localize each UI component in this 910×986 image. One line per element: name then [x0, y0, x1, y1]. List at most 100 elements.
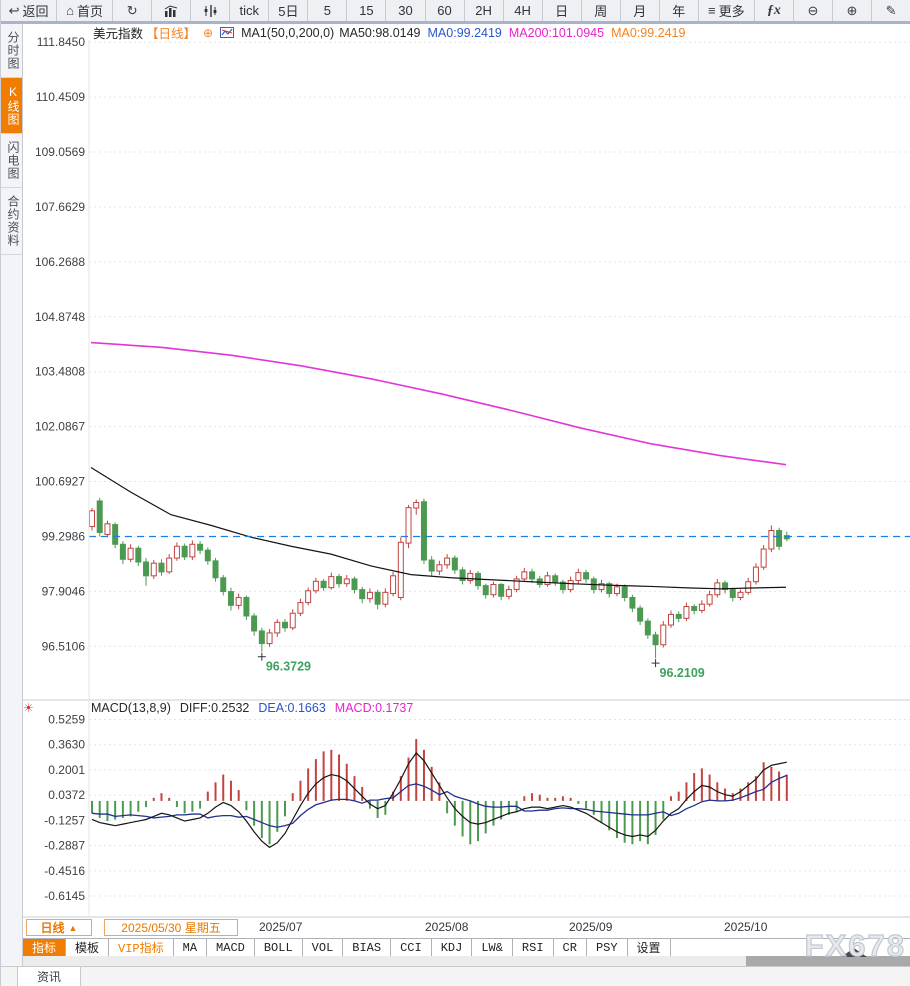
period-month-button[interactable]: 月 — [621, 0, 660, 21]
svg-text:0.2001: 0.2001 — [48, 763, 85, 777]
tab-vip-indicator[interactable]: VIP指标 — [109, 939, 174, 956]
period-year-button[interactable]: 年 — [660, 0, 699, 21]
scrollbar-thumb[interactable] — [746, 956, 910, 966]
tab-cci[interactable]: CCI — [391, 939, 432, 956]
tab-bias[interactable]: BIAS — [343, 939, 392, 956]
refresh-button[interactable]: ↻ — [113, 0, 153, 21]
svg-text:0.5259: 0.5259 — [48, 713, 85, 727]
home-icon: ⌂ — [66, 3, 75, 18]
tab-macd[interactable]: MACD — [207, 939, 255, 956]
tab-template[interactable]: 模板 — [66, 939, 110, 956]
period-5day-button[interactable]: 5日 — [269, 0, 309, 21]
period-tick-button[interactable]: tick — [230, 0, 270, 21]
period-60-button[interactable]: 60 — [426, 0, 465, 21]
pencil-icon: ✎ — [885, 3, 897, 18]
toolbar: ↩ 返回 ⌂ 首页 ↻ tick 5日 5 15 30 60 2H 4H 日周 月年 ≡ 更多 ƒx ⊖ ⊕ ✎ — [1, 0, 910, 24]
gridlines — [89, 41, 910, 897]
ma50-value: MA50:98.0149 — [339, 25, 421, 40]
watermark: FX678 — [804, 927, 906, 963]
panel-resize-handle[interactable] — [841, 948, 867, 957]
period-5-button-label: 5 — [323, 3, 331, 18]
macd-layer — [91, 738, 788, 849]
period-selector[interactable]: 日线 ▲ — [26, 919, 92, 936]
more-button-label: 更多 — [718, 4, 745, 19]
tab-boll[interactable]: BOLL — [255, 939, 303, 956]
tab-rsi[interactable]: RSI — [513, 939, 554, 956]
svg-text:96.3729: 96.3729 — [266, 660, 311, 674]
ma-params-label: MA1(50,0,200,0) — [241, 25, 335, 40]
add-indicator-icon[interactable]: ⊕ — [203, 25, 214, 40]
macd-diff-value: DIFF:0.2532 — [179, 701, 250, 715]
macd-legend: MACD(13,8,9) DIFF:0.2532 DEA:0.1663 MACD… — [91, 701, 413, 715]
indicator-settings-icon[interactable]: ☀ — [23, 701, 34, 715]
tab-kdj[interactable]: KDJ — [432, 939, 473, 956]
period-30-button-label: 30 — [398, 3, 413, 18]
period-5-button[interactable]: 5 — [308, 0, 348, 21]
tab-ma[interactable]: MA — [174, 939, 208, 956]
indicator-tab-bar: 指标 模板 VIP指标 MA MACD BOLL VOL BIAS CCI KDJ LW& RSI CR… — [23, 938, 910, 957]
period-month-button-label: 月 — [633, 4, 647, 19]
svg-text:0.3630: 0.3630 — [48, 738, 85, 752]
sidebar-item-lightning[interactable]: 闪电图 — [1, 134, 22, 188]
tab-vol[interactable]: VOL — [303, 939, 344, 956]
fx-icon: ƒx — [766, 2, 781, 18]
period-week-button[interactable]: 周 — [582, 0, 621, 21]
tab-indicator[interactable]: 指标 — [23, 939, 67, 956]
svg-text:96.5106: 96.5106 — [42, 639, 86, 653]
svg-text:-0.4516: -0.4516 — [44, 864, 85, 878]
svg-text:110.4509: 110.4509 — [36, 90, 85, 104]
trend-chart-icon — [164, 4, 177, 17]
svg-text:106.2688: 106.2688 — [35, 255, 85, 269]
tab-cr[interactable]: CR — [554, 939, 587, 956]
svg-text:-0.6145: -0.6145 — [44, 889, 85, 903]
zoom-out-icon: ⊖ — [807, 3, 819, 18]
sidebar-item-contract[interactable]: 合约资料 — [1, 188, 22, 255]
back-button[interactable]: ↩ 返回 — [1, 0, 58, 21]
start-date-label: 2025/05/30 星期五 — [104, 919, 238, 936]
svg-text:97.9046: 97.9046 — [42, 584, 86, 598]
volume-chart-button[interactable] — [191, 0, 231, 21]
horizontal-scrollbar[interactable] — [23, 956, 910, 966]
more-button[interactable]: ≡ 更多 — [699, 0, 755, 21]
svg-text:103.4808: 103.4808 — [35, 365, 85, 379]
period-tick-button-label: tick — [239, 3, 260, 18]
ma200-value: MA200:101.0945 — [508, 25, 605, 40]
trend-chart-button[interactable] — [152, 0, 192, 21]
zoom-out-button[interactable]: ⊖ — [794, 0, 833, 21]
sidebar-item-kline[interactable]: K线图 — [1, 78, 22, 134]
svg-text:102.0867: 102.0867 — [35, 420, 85, 434]
tab-lw[interactable]: LW& — [472, 939, 513, 956]
tab-settings[interactable]: 设置 — [628, 939, 671, 956]
indicator-fx-button[interactable]: ƒx — [755, 0, 794, 21]
x-axis-row: 日线 ▲ 2025/05/30 星期五 2025/07 2025/08 2025/0… — [23, 918, 910, 938]
period-2h-button[interactable]: 2H — [465, 0, 504, 21]
period-15-button[interactable]: 15 — [347, 0, 387, 21]
tab-psy[interactable]: PSY — [587, 939, 628, 956]
month-label: 2025/09 — [569, 920, 613, 934]
svg-text:107.6629: 107.6629 — [35, 200, 85, 214]
period-selector-label: 日线 — [40, 921, 65, 935]
draw-button[interactable]: ✎ — [872, 0, 910, 21]
svg-text:100.6927: 100.6927 — [35, 475, 85, 489]
refresh-icon: ↻ — [126, 3, 138, 18]
mini-chart-icon[interactable] — [220, 27, 235, 38]
home-button[interactable]: ⌂ 首页 — [57, 0, 114, 21]
month-label: 2025/10 — [724, 920, 768, 934]
period-week-button-label: 周 — [594, 4, 608, 19]
triangle-up-icon: ▲ — [68, 922, 78, 933]
zoom-in-button[interactable]: ⊕ — [833, 0, 873, 21]
ma0-orange-value: MA0:99.2419 — [611, 25, 686, 40]
price-legend: 美元指数 【日线】 ⊕ MA1(50,0,200,0) MA50:98.0149… — [93, 25, 686, 42]
period-2h-button-label: 2H — [475, 3, 492, 18]
period-60-button-label: 60 — [437, 3, 452, 18]
period-4h-button[interactable]: 4H — [504, 0, 543, 21]
news-tab[interactable]: 资讯 — [17, 967, 81, 986]
period-day-button[interactable]: 日 — [543, 0, 582, 21]
candles-layer — [89, 497, 790, 659]
period-30-button[interactable]: 30 — [386, 0, 426, 21]
svg-text:-0.1257: -0.1257 — [44, 813, 85, 827]
sidebar-item-timeshare[interactable]: 分时图 — [1, 24, 22, 78]
svg-text:-0.2887: -0.2887 — [44, 839, 85, 853]
